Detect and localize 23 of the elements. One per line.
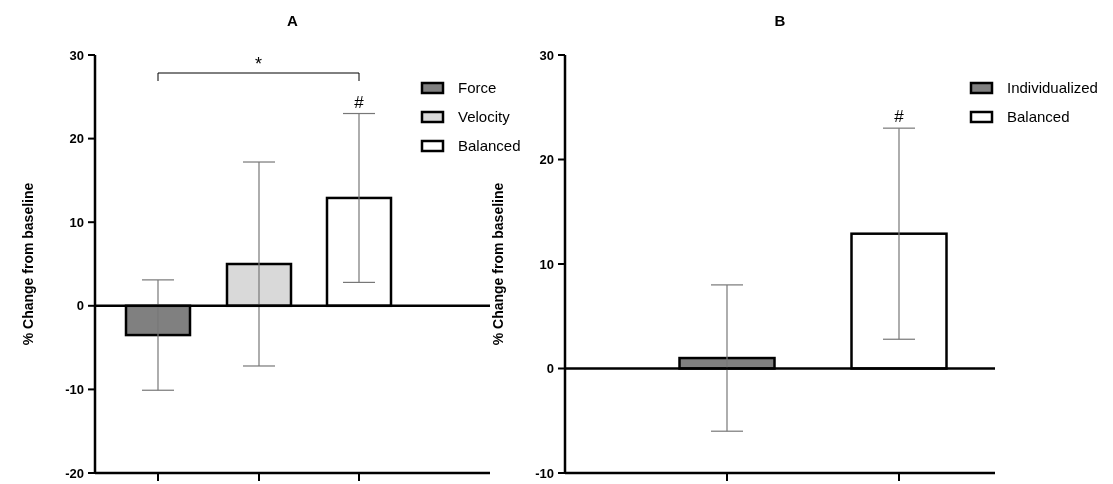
y-tick-label: -10	[535, 465, 554, 481]
legend-label: Balanced	[458, 137, 521, 155]
y-tick-label: 0	[546, 361, 554, 377]
y-tick-label: 30	[539, 47, 554, 63]
y-tick-label: 20	[69, 131, 84, 147]
annotation: #	[894, 107, 905, 127]
y-tick-label: 20	[539, 152, 554, 168]
y-tick-label: -10	[65, 381, 84, 397]
y-tick-label: -20	[65, 465, 84, 481]
y-tick-label: 30	[69, 47, 84, 63]
annotation: *	[254, 54, 263, 74]
y-tick-label: 10	[539, 256, 554, 272]
y-axis-title: % Change from baseline	[490, 182, 506, 346]
annotation: #	[354, 92, 365, 112]
legend-label: Balanced	[1007, 108, 1070, 126]
legend-label: Individualized	[1007, 79, 1098, 97]
y-tick-label: 0	[76, 298, 84, 314]
chart-title: B	[774, 12, 786, 29]
chart-title: A	[287, 12, 299, 29]
legend-label: Force	[458, 79, 497, 97]
y-tick-label: 10	[69, 214, 84, 230]
y-axis-title: % Change from baseline	[20, 182, 36, 346]
legend-label: Velocity	[458, 108, 511, 126]
